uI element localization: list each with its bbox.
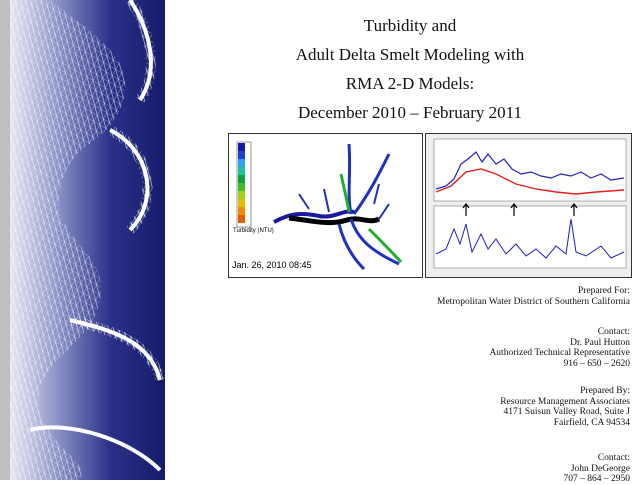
section-line: Dr. Paul Hutton <box>570 337 630 348</box>
section-line: Fairfield, CA 94534 <box>553 417 630 428</box>
contact-block: Prepared By: Resource Management Associat… <box>500 386 630 428</box>
plot-art <box>433 138 627 269</box>
section-line: Authorized Technical Representative <box>489 348 630 358</box>
map-art <box>236 141 403 271</box>
contact-block: Contact: John DeGeorge 707 – 864 – 2950 <box>564 453 631 485</box>
legend-title: Turbidity (NTU) <box>233 228 274 234</box>
map-timestamp: Jan. 26, 2010 08:45 <box>232 260 312 270</box>
contact-block: Contact: Dr. Paul Hutton Authorized Techni… <box>489 327 630 369</box>
section-label: Prepared For: <box>578 286 630 296</box>
section-label: Prepared By: <box>580 386 630 396</box>
section-line: Metropolitan Water District of Southern … <box>437 296 630 307</box>
title-line: RMA 2-D Models: <box>345 74 475 93</box>
section-label: Contact: <box>597 453 630 463</box>
section-line: 4171 Suisun Valley Road, Suite J <box>503 407 631 417</box>
contact-block: Prepared For: Metropolitan Water District… <box>437 286 630 307</box>
cover-panel <box>10 0 165 480</box>
section-line: John DeGeorge <box>570 463 630 474</box>
section-label: Contact: <box>597 327 630 337</box>
title-line: Adult Delta Smelt Modeling with <box>295 45 525 64</box>
title-line: Turbidity and <box>363 16 457 35</box>
title-line: December 2010 – February 2011 <box>297 103 523 122</box>
plot-figure <box>425 133 632 278</box>
section-line: 707 – 864 – 2950 <box>563 474 631 484</box>
mesh-art <box>10 0 165 480</box>
section-line: 916 – 650 – 2620 <box>563 358 631 369</box>
map-figure: Turbidity (NTU) Jan. 26, 2010 08:45 <box>228 133 423 278</box>
section-line: Resource Management Associates <box>500 396 630 407</box>
